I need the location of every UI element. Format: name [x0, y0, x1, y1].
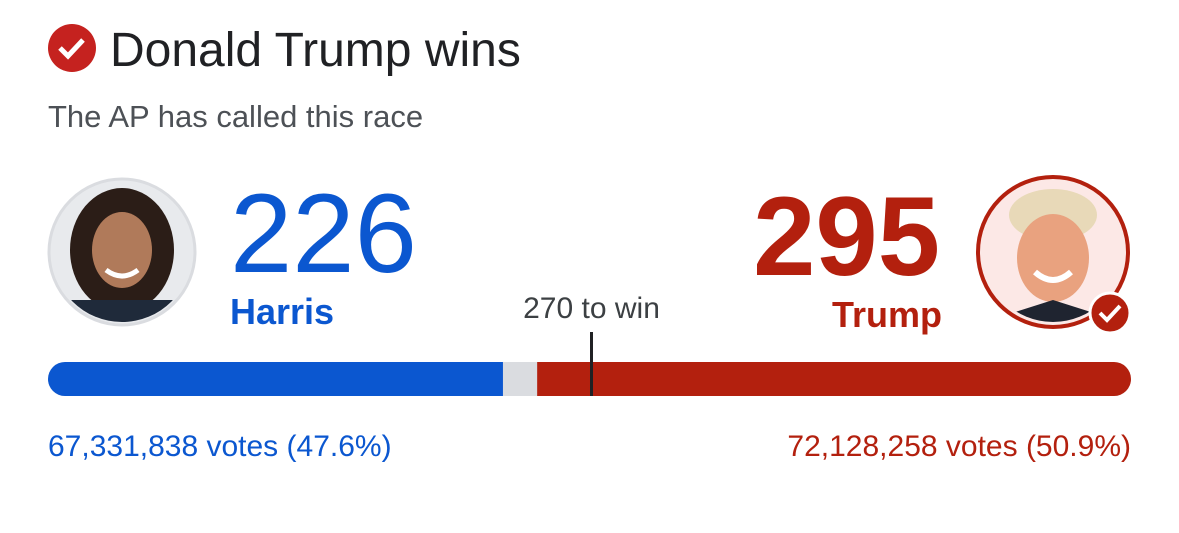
- harris-bar: [48, 362, 503, 396]
- subtitle: The AP has called this race: [48, 99, 423, 134]
- title: Donald Trump wins: [110, 24, 521, 77]
- trump-name: Trump: [832, 294, 942, 335]
- harris-electoral-votes: 226: [230, 171, 417, 296]
- threshold-label: 270 to win: [523, 292, 660, 325]
- trump-popular-votes: 72,128,258 votes (50.9%): [787, 430, 1131, 463]
- electoral-bar: [48, 362, 1131, 396]
- trump-electoral-votes: 295: [753, 174, 940, 299]
- trump-avatar: [976, 175, 1132, 335]
- harris-avatar: [47, 177, 197, 327]
- winner-check: [58, 38, 85, 60]
- harris-popular-votes: 67,331,838 votes (47.6%): [48, 430, 392, 463]
- winner-icon: [48, 24, 96, 72]
- trump-bar: [537, 362, 1131, 396]
- harris-name: Harris: [230, 291, 334, 332]
